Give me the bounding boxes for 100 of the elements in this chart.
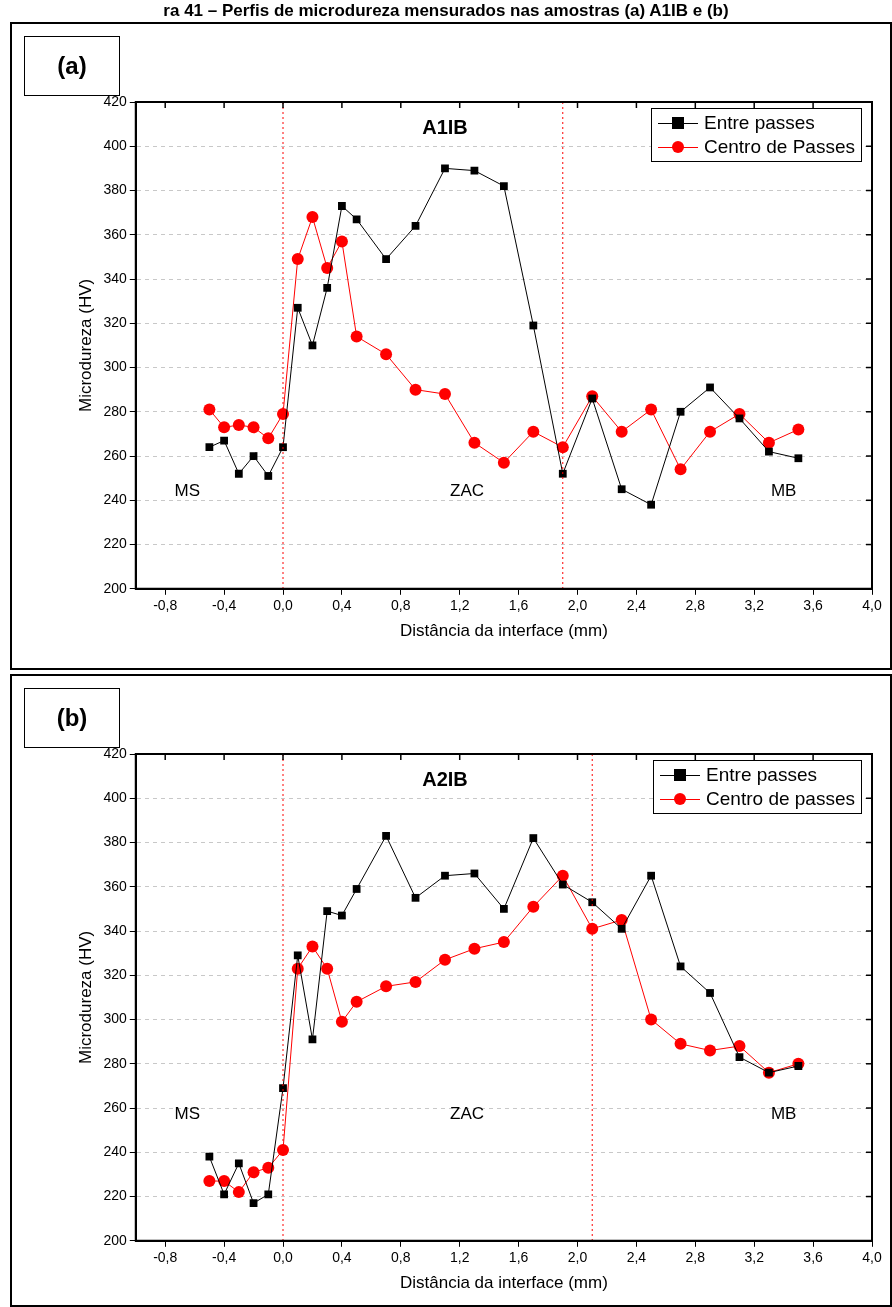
x-tick-label: 2,4 (626, 597, 647, 614)
x-tick-label: 0,4 (332, 597, 352, 614)
point (441, 871, 449, 880)
point (558, 880, 567, 889)
point (794, 454, 803, 463)
x-axis-title: Distância da interface (mm) (399, 621, 608, 641)
y-tick-label: 400 (103, 137, 127, 154)
point (527, 425, 540, 438)
x-tick-label: 4,0 (862, 1249, 882, 1266)
chart-subtitle: (b) (56, 704, 88, 731)
x-tick-label: -0,8 (153, 597, 178, 614)
legend-label: Centro de Passes (703, 135, 855, 159)
y-tick-label: 280 (103, 1054, 127, 1071)
legend-label: Entre passes (703, 111, 815, 135)
x-tick-label: 2,0 (567, 1249, 588, 1266)
x-tick-label: 3,2 (744, 597, 765, 614)
x-tick-label: 0,8 (391, 597, 411, 614)
annotation: MB (770, 1103, 797, 1123)
point (499, 182, 508, 190)
point (586, 922, 599, 935)
point (350, 995, 363, 1008)
y-tick-label: 320 (103, 314, 127, 331)
point (321, 962, 334, 975)
point (441, 164, 449, 173)
x-tick-label: -0,4 (212, 1249, 237, 1266)
y-tick-label: 280 (103, 402, 127, 419)
y-tick-label: 220 (103, 535, 127, 552)
point (497, 936, 510, 949)
point (706, 989, 714, 997)
y-tick-label: 420 (103, 92, 127, 109)
point (792, 423, 805, 436)
point (674, 463, 687, 476)
y-tick-label: 400 (103, 789, 127, 806)
point (335, 235, 348, 248)
point (527, 900, 540, 913)
point (411, 893, 420, 902)
point (203, 403, 216, 416)
y-tick-label: 260 (103, 1098, 127, 1115)
point (264, 1190, 273, 1199)
y-tick-label: 380 (103, 833, 127, 850)
point (647, 871, 656, 880)
point (220, 1190, 228, 1199)
point (203, 1175, 216, 1188)
point (499, 905, 508, 913)
y-axis-title: Microdureza (HV) (75, 278, 95, 412)
point (794, 1062, 803, 1070)
annotation: ZAC (450, 1103, 485, 1123)
point (293, 303, 302, 312)
x-tick-label: 1,2 (449, 1249, 470, 1266)
x-tick-label: 0,0 (273, 597, 293, 614)
point (205, 443, 214, 452)
point (468, 942, 481, 955)
point (350, 330, 363, 343)
point (438, 388, 451, 401)
x-tick-label: 1,6 (508, 597, 529, 614)
point (382, 255, 390, 263)
point (262, 432, 275, 445)
point (617, 485, 626, 494)
x-tick-label: -0,4 (212, 597, 237, 614)
point (706, 383, 714, 392)
x-tick-label: 2,4 (626, 1249, 647, 1266)
point (232, 419, 245, 432)
point (352, 215, 361, 224)
point (497, 456, 510, 469)
point (291, 253, 304, 266)
y-tick-label: 420 (103, 744, 127, 761)
point (468, 436, 481, 449)
point (352, 885, 361, 893)
point (264, 472, 273, 480)
x-tick-label: 2,8 (685, 1249, 706, 1266)
point (645, 403, 658, 416)
point (735, 1053, 744, 1062)
point (232, 1186, 245, 1199)
point (588, 394, 597, 403)
x-tick-label: 1,2 (449, 597, 470, 614)
point (380, 980, 393, 993)
point (205, 1152, 214, 1161)
y-tick-label: 340 (103, 921, 127, 938)
point (323, 283, 332, 292)
x-axis-title: Distância da interface (mm) (399, 1273, 608, 1293)
y-tick-label: 200 (103, 579, 127, 596)
point (529, 834, 538, 842)
point (647, 500, 656, 509)
text: A1IB (422, 115, 468, 138)
point (234, 1159, 243, 1168)
text: A2IB (422, 767, 468, 790)
y-tick-label: 380 (103, 181, 127, 198)
x-tick-label: 3,6 (803, 597, 824, 614)
legend-label: Entre passes (706, 763, 817, 787)
point (335, 1015, 348, 1028)
point (338, 202, 346, 210)
y-tick-label: 300 (103, 1010, 127, 1027)
y-tick-label: 300 (103, 358, 127, 375)
legend-label: Centro de passes (706, 787, 855, 811)
point (617, 924, 626, 933)
point (674, 1037, 687, 1050)
annotation: ZAC (450, 481, 485, 501)
point (247, 421, 260, 434)
point (338, 911, 346, 920)
x-tick-label: 1,6 (508, 1249, 529, 1266)
